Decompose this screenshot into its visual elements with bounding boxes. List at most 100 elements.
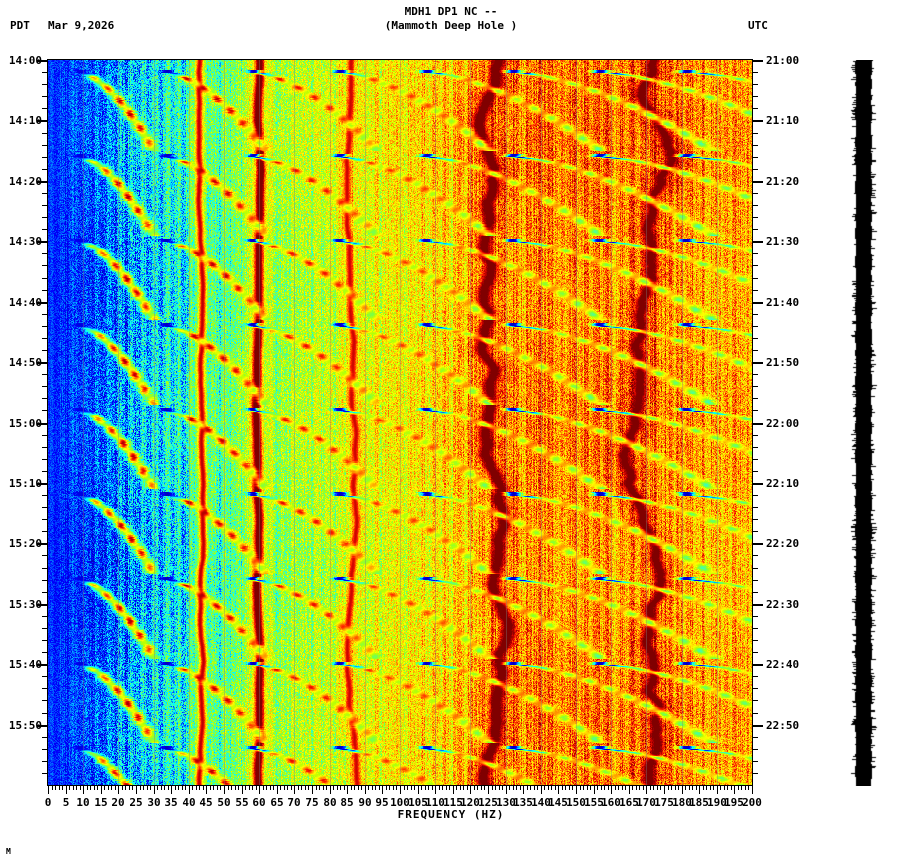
x-minor-tick-51 xyxy=(228,785,229,790)
x-minor-tick-24 xyxy=(132,785,133,790)
x-minor-tick-193 xyxy=(727,785,728,790)
x-minor-tick-113 xyxy=(446,785,447,790)
y-minor-tick-right-8 xyxy=(752,108,758,109)
x-major-tick-165 xyxy=(629,785,630,794)
x-minor-tick-177 xyxy=(671,785,672,790)
x-minor-tick-71 xyxy=(298,785,299,790)
x-major-tick-100 xyxy=(400,785,401,794)
x-minor-tick-49 xyxy=(220,785,221,790)
y-minor-tick-right-84 xyxy=(752,568,758,569)
y-minor-tick-right-112 xyxy=(752,737,758,738)
x-minor-tick-182 xyxy=(689,785,690,790)
x-minor-tick-39 xyxy=(185,785,186,790)
x-minor-tick-149 xyxy=(572,785,573,790)
y-axis-label-left-3: 14:30 xyxy=(8,235,42,248)
x-minor-tick-116 xyxy=(456,785,457,790)
y-minor-tick-right-56 xyxy=(752,398,758,399)
x-minor-tick-76 xyxy=(316,785,317,790)
x-minor-tick-93 xyxy=(375,785,376,790)
x-minor-tick-102 xyxy=(407,785,408,790)
x-major-tick-195 xyxy=(734,785,735,794)
x-minor-tick-73 xyxy=(305,785,306,790)
x-minor-tick-37 xyxy=(178,785,179,790)
x-major-tick-10 xyxy=(83,785,84,794)
x-major-tick-145 xyxy=(558,785,559,794)
y-minor-tick-right-28 xyxy=(752,229,758,230)
x-minor-tick-36 xyxy=(175,785,176,790)
y-minor-tick-right-68 xyxy=(752,471,758,472)
y-axis-label-right-8: 22:20 xyxy=(766,537,800,550)
x-minor-tick-187 xyxy=(706,785,707,790)
y-minor-tick-right-72 xyxy=(752,495,758,496)
x-minor-tick-172 xyxy=(653,785,654,790)
y-minor-tick-right-64 xyxy=(752,447,758,448)
y-minor-tick-right-96 xyxy=(752,640,758,641)
x-major-tick-55 xyxy=(242,785,243,794)
y-major-tick-left-2 xyxy=(37,181,48,183)
x-major-tick-150 xyxy=(576,785,577,794)
x-minor-tick-151 xyxy=(580,785,581,790)
x-minor-tick-33 xyxy=(164,785,165,790)
x-minor-tick-58 xyxy=(252,785,253,790)
y-minor-tick-right-116 xyxy=(752,761,758,762)
y-major-tick-left-6 xyxy=(37,423,48,425)
x-major-tick-85 xyxy=(347,785,348,794)
x-major-tick-140 xyxy=(541,785,542,794)
y-axis-label-left-9: 15:30 xyxy=(8,598,42,611)
y-minor-tick-right-52 xyxy=(752,374,758,375)
spectrogram-plot-area[interactable] xyxy=(48,60,752,785)
x-minor-tick-137 xyxy=(530,785,531,790)
x-minor-tick-114 xyxy=(449,785,450,790)
x-minor-tick-89 xyxy=(361,785,362,790)
x-minor-tick-164 xyxy=(625,785,626,790)
y-axis-label-right-5: 21:50 xyxy=(766,356,800,369)
x-minor-tick-127 xyxy=(495,785,496,790)
x-minor-tick-32 xyxy=(161,785,162,790)
x-major-tick-175 xyxy=(664,785,665,794)
x-minor-tick-18 xyxy=(111,785,112,790)
x-major-tick-110 xyxy=(435,785,436,794)
y-minor-tick-right-6 xyxy=(752,96,758,97)
y-major-tick-left-4 xyxy=(37,302,48,304)
y-axis-label-left-5: 14:50 xyxy=(8,356,42,369)
x-minor-tick-22 xyxy=(125,785,126,790)
x-minor-tick-101 xyxy=(404,785,405,790)
x-minor-tick-194 xyxy=(731,785,732,790)
x-minor-tick-8 xyxy=(76,785,77,790)
y-minor-tick-right-58 xyxy=(752,410,758,411)
x-minor-tick-169 xyxy=(643,785,644,790)
x-major-tick-105 xyxy=(418,785,419,794)
y-major-tick-left-0 xyxy=(37,60,48,62)
x-minor-tick-157 xyxy=(601,785,602,790)
x-major-tick-15 xyxy=(101,785,102,794)
y-minor-tick-right-12 xyxy=(752,133,758,134)
y-axis-label-right-10: 22:40 xyxy=(766,658,800,671)
y-minor-tick-right-92 xyxy=(752,616,758,617)
x-minor-tick-48 xyxy=(217,785,218,790)
x-minor-tick-197 xyxy=(741,785,742,790)
x-minor-tick-64 xyxy=(273,785,274,790)
x-minor-tick-153 xyxy=(587,785,588,790)
x-minor-tick-23 xyxy=(129,785,130,790)
x-minor-tick-47 xyxy=(213,785,214,790)
y-major-tick-right-7 xyxy=(752,483,763,485)
x-minor-tick-63 xyxy=(270,785,271,790)
x-minor-tick-4 xyxy=(62,785,63,790)
y-minor-tick-right-118 xyxy=(752,773,758,774)
y-major-tick-left-10 xyxy=(37,664,48,666)
x-minor-tick-92 xyxy=(372,785,373,790)
x-minor-tick-143 xyxy=(551,785,552,790)
timezone-left-label: PDT xyxy=(10,19,30,32)
y-axis-label-left-4: 14:40 xyxy=(8,296,42,309)
x-minor-tick-59 xyxy=(256,785,257,790)
x-minor-tick-38 xyxy=(182,785,183,790)
y-major-tick-right-8 xyxy=(752,543,763,545)
y-major-tick-left-8 xyxy=(37,543,48,545)
x-minor-tick-107 xyxy=(425,785,426,790)
x-minor-tick-134 xyxy=(520,785,521,790)
x-major-tick-130 xyxy=(506,785,507,794)
x-minor-tick-109 xyxy=(432,785,433,790)
x-major-tick-180 xyxy=(682,785,683,794)
x-minor-tick-122 xyxy=(477,785,478,790)
x-major-tick-35 xyxy=(171,785,172,794)
